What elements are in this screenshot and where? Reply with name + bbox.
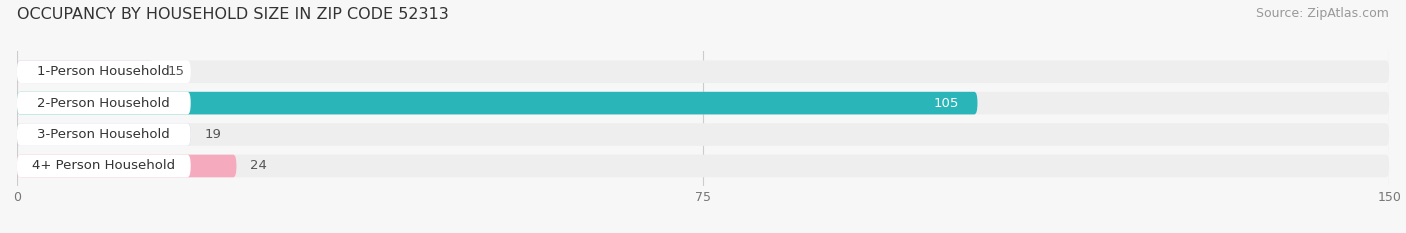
Text: 105: 105	[934, 97, 959, 110]
Text: 1-Person Household: 1-Person Household	[38, 65, 170, 78]
Text: 4+ Person Household: 4+ Person Household	[32, 159, 176, 172]
Text: 19: 19	[204, 128, 221, 141]
Text: 24: 24	[250, 159, 267, 172]
Text: Source: ZipAtlas.com: Source: ZipAtlas.com	[1256, 7, 1389, 20]
FancyBboxPatch shape	[17, 155, 236, 177]
FancyBboxPatch shape	[17, 92, 977, 114]
FancyBboxPatch shape	[17, 60, 191, 83]
Text: 3-Person Household: 3-Person Household	[38, 128, 170, 141]
FancyBboxPatch shape	[17, 123, 191, 146]
FancyBboxPatch shape	[17, 60, 1389, 83]
FancyBboxPatch shape	[17, 155, 1389, 177]
Text: 15: 15	[167, 65, 184, 78]
FancyBboxPatch shape	[17, 123, 191, 146]
FancyBboxPatch shape	[17, 60, 155, 83]
FancyBboxPatch shape	[17, 155, 191, 177]
FancyBboxPatch shape	[17, 92, 191, 114]
FancyBboxPatch shape	[17, 123, 1389, 146]
FancyBboxPatch shape	[17, 92, 1389, 114]
Text: 2-Person Household: 2-Person Household	[38, 97, 170, 110]
Text: OCCUPANCY BY HOUSEHOLD SIZE IN ZIP CODE 52313: OCCUPANCY BY HOUSEHOLD SIZE IN ZIP CODE …	[17, 7, 449, 22]
